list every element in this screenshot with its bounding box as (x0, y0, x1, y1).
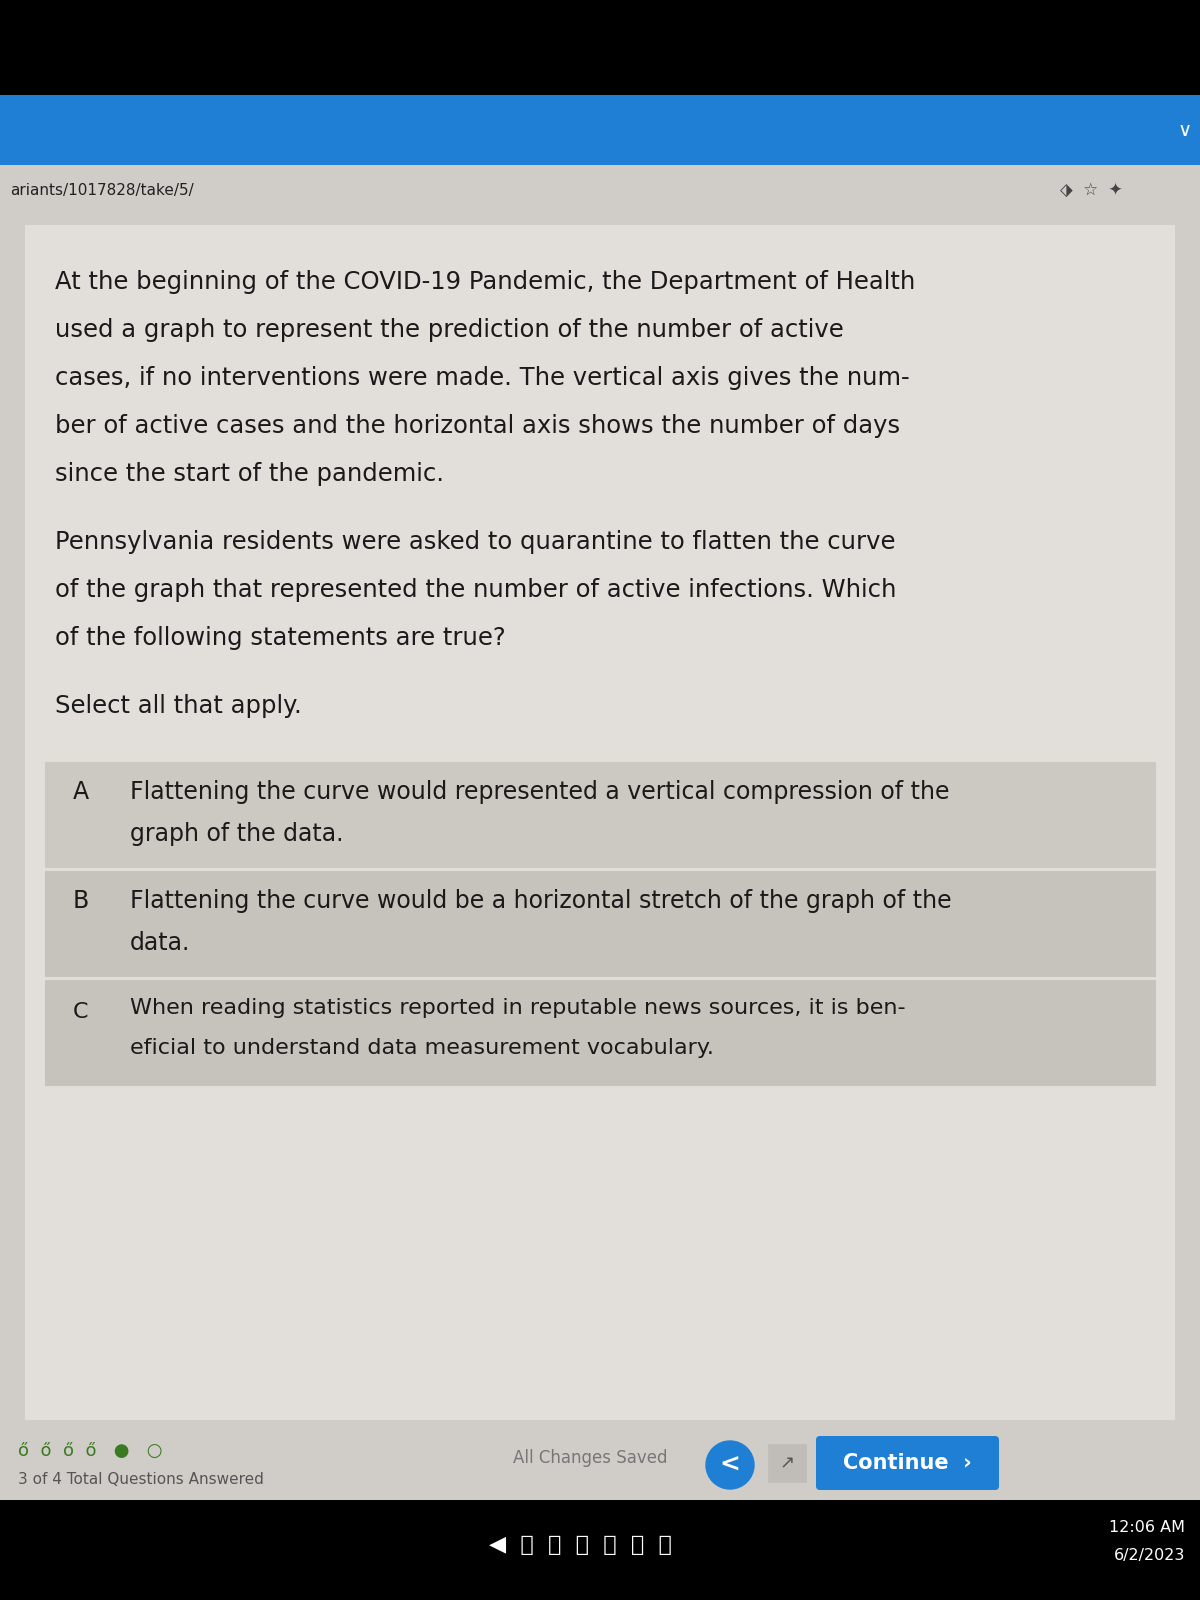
Text: of the graph that represented the number of active infections. Which: of the graph that represented the number… (55, 578, 896, 602)
Bar (0, 165, 1200, 214)
Text: A: A (73, 781, 89, 803)
Bar (25, 226, 1175, 1421)
Text: C: C (73, 1002, 89, 1022)
Bar (768, 1443, 806, 1482)
Bar (0, 1430, 1200, 1501)
Circle shape (706, 1442, 754, 1490)
Text: ariants/1017828/take/5/: ariants/1017828/take/5/ (10, 182, 193, 197)
Bar (46, 762, 1154, 867)
Text: B: B (73, 890, 89, 914)
Text: Pennsylvania residents were asked to quarantine to flatten the curve: Pennsylvania residents were asked to qua… (55, 530, 895, 554)
Text: <: < (720, 1453, 740, 1477)
Bar (46, 979, 1154, 1085)
Text: When reading statistics reported in reputable news sources, it is ben-: When reading statistics reported in repu… (130, 998, 906, 1018)
Text: used a graph to represent the prediction of the number of active: used a graph to represent the prediction… (55, 318, 844, 342)
Bar (0, 94, 1200, 165)
Text: ⬗  ☆  ✦: ⬗ ☆ ✦ (1060, 181, 1122, 198)
Text: eficial to understand data measurement vocabulary.: eficial to understand data measurement v… (130, 1038, 714, 1058)
Bar (0, 1501, 1200, 1600)
Text: ↗: ↗ (780, 1454, 794, 1472)
Text: 6/2/2023: 6/2/2023 (1114, 1549, 1186, 1563)
Text: 3 of 4 Total Questions Answered: 3 of 4 Total Questions Answered (18, 1472, 264, 1486)
Bar (0, 0, 1200, 94)
Text: Flattening the curve would be a horizontal stretch of the graph of the: Flattening the curve would be a horizont… (130, 890, 952, 914)
Text: since the start of the pandemic.: since the start of the pandemic. (55, 462, 444, 486)
Text: At the beginning of the COVID-19 Pandemic, the Department of Health: At the beginning of the COVID-19 Pandemi… (55, 270, 916, 294)
Text: graph of the data.: graph of the data. (130, 822, 343, 846)
Text: All Changes Saved: All Changes Saved (512, 1450, 667, 1467)
Text: cases, if no interventions were made. The vertical axis gives the num-: cases, if no interventions were made. Th… (55, 366, 910, 390)
Text: of the following statements are true?: of the following statements are true? (55, 626, 505, 650)
Text: Flattening the curve would represented a vertical compression of the: Flattening the curve would represented a… (130, 781, 949, 803)
Text: ő  ő  ő  ő   ●   ○: ő ő ő ő ● ○ (18, 1442, 162, 1459)
Text: data.: data. (130, 931, 191, 955)
Text: Continue  ›: Continue › (842, 1453, 971, 1474)
Bar (46, 870, 1154, 976)
Text: 12:06 AM: 12:06 AM (1109, 1520, 1186, 1534)
Text: ber of active cases and the horizontal axis shows the number of days: ber of active cases and the horizontal a… (55, 414, 900, 438)
Text: Select all that apply.: Select all that apply. (55, 694, 301, 718)
Text: ∨: ∨ (1178, 120, 1192, 139)
Bar (0, 214, 1200, 1430)
FancyBboxPatch shape (816, 1437, 998, 1490)
Text: ◀  🎵  🔵  ⬛  🔊  📶  🔗: ◀ 🎵 🔵 ⬛ 🔊 📶 🔗 (488, 1534, 672, 1555)
